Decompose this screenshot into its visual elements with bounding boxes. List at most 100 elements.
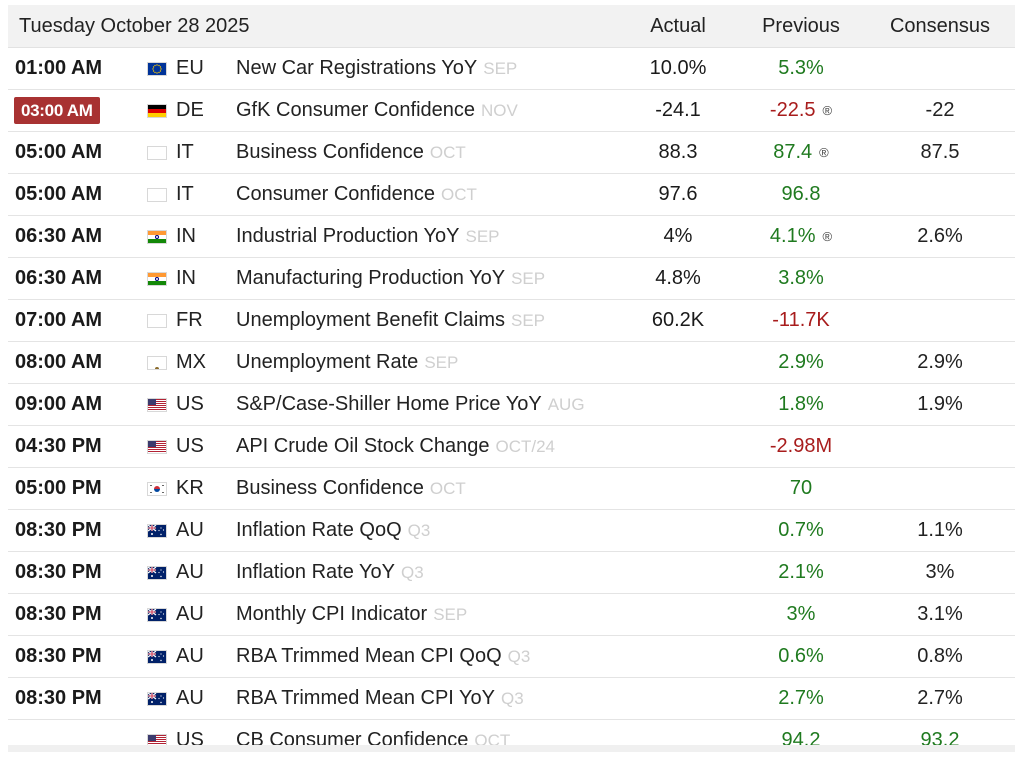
event-name-cell[interactable]: Unemployment Rate SEP: [236, 342, 458, 383]
actual-value: -24.1: [655, 99, 701, 121]
event-row[interactable]: 07:00 AM FR Unemployment Benefit Claims …: [8, 300, 1015, 342]
event-row[interactable]: 09:00 AM US S&P/Case-Shiller Home Price …: [8, 384, 1015, 426]
event-time: 08:00 AM: [15, 351, 103, 373]
event-row[interactable]: 05:00 AM IT Business Confidence OCT 88.3…: [8, 132, 1015, 174]
au-flag-icon: [147, 524, 167, 538]
event-country[interactable]: AU: [176, 561, 204, 583]
event-country[interactable]: AU: [176, 519, 204, 541]
event-row[interactable]: 05:00 AM IT Consumer Confidence OCT 97.6…: [8, 174, 1015, 216]
event-row[interactable]: 01:00 AM EU New Car Registrations YoY SE…: [8, 48, 1015, 90]
event-reference-period: SEP: [424, 352, 459, 372]
event-country[interactable]: AU: [176, 603, 204, 625]
event-name[interactable]: API Crude Oil Stock Change: [236, 435, 490, 457]
event-country[interactable]: DE: [176, 99, 204, 121]
consensus-value: 2.7%: [917, 687, 963, 709]
event-row[interactable]: 08:30 PM AU RBA Trimmed Mean CPI QoQ Q3 …: [8, 636, 1015, 678]
actual-column-header[interactable]: Actual: [650, 14, 706, 37]
event-name-cell[interactable]: Inflation Rate YoY Q3: [236, 552, 424, 593]
event-row[interactable]: 08:00 AM MX Unemployment Rate SEP 2.9% 2…: [8, 342, 1015, 384]
event-country[interactable]: MX: [176, 351, 206, 373]
event-country[interactable]: IN: [176, 267, 196, 289]
event-country[interactable]: US: [176, 435, 204, 457]
event-name[interactable]: GfK Consumer Confidence: [236, 99, 476, 121]
mx-flag-icon: [147, 356, 167, 370]
event-name[interactable]: S&P/Case-Shiller Home Price YoY: [236, 393, 542, 415]
event-name-cell[interactable]: CB Consumer Confidence OCT: [236, 720, 510, 761]
event-name-cell[interactable]: Manufacturing Production YoY SEP: [236, 258, 545, 299]
event-name-cell[interactable]: Inflation Rate QoQ Q3: [236, 510, 430, 551]
previous-value: 3%: [786, 603, 816, 625]
event-country[interactable]: KR: [176, 477, 204, 499]
previous-value-cell: 94.2: [731, 720, 871, 761]
actual-value: 97.6: [658, 183, 698, 205]
event-name[interactable]: Unemployment Rate: [236, 351, 419, 373]
event-country[interactable]: FR: [176, 309, 203, 331]
event-name[interactable]: Monthly CPI Indicator: [236, 603, 428, 625]
previous-value-cell: 1.8%: [731, 384, 871, 425]
event-country[interactable]: US: [176, 729, 204, 751]
consensus-column-header[interactable]: Consensus: [889, 14, 991, 37]
previous-value-cell: -11.7K: [731, 300, 871, 341]
event-name-cell[interactable]: New Car Registrations YoY SEP: [236, 48, 517, 89]
event-country[interactable]: IT: [176, 183, 194, 205]
event-name[interactable]: RBA Trimmed Mean CPI QoQ: [236, 645, 502, 667]
event-name-cell[interactable]: Business Confidence OCT: [236, 132, 466, 173]
event-name-cell[interactable]: Unemployment Benefit Claims SEP: [236, 300, 545, 341]
event-name[interactable]: RBA Trimmed Mean CPI YoY: [236, 687, 496, 709]
event-name-cell[interactable]: GfK Consumer Confidence NOV: [236, 90, 518, 131]
event-reference-period: SEP: [483, 58, 518, 78]
event-country[interactable]: IN: [176, 225, 196, 247]
actual-value: [608, 594, 748, 635]
event-country[interactable]: EU: [176, 57, 204, 79]
event-country[interactable]: AU: [176, 645, 204, 667]
calendar-header: Tuesday October 28 2025 Actual Previous …: [8, 5, 1015, 48]
actual-value: [608, 678, 748, 719]
event-name-cell[interactable]: Industrial Production YoY SEP: [236, 216, 500, 257]
actual-value: [608, 468, 748, 509]
actual-value: [608, 426, 748, 467]
event-country[interactable]: US: [176, 393, 204, 415]
event-row[interactable]: 08:30 PM AU Monthly CPI Indicator SEP 3%…: [8, 594, 1015, 636]
event-name[interactable]: Unemployment Benefit Claims: [236, 309, 505, 331]
event-row[interactable]: 08:30 PM AU RBA Trimmed Mean CPI YoY Q3 …: [8, 678, 1015, 720]
previous-value: 2.9%: [778, 351, 824, 373]
actual-value: 88.3: [658, 141, 698, 163]
event-name-cell[interactable]: Business Confidence OCT: [236, 468, 466, 509]
previous-value-cell: 2.9%: [731, 342, 871, 383]
event-country[interactable]: IT: [176, 141, 194, 163]
event-name[interactable]: Consumer Confidence: [236, 183, 435, 205]
calendar-date: Tuesday October 28 2025: [19, 14, 250, 37]
event-name-cell[interactable]: Monthly CPI Indicator SEP: [236, 594, 467, 635]
event-name-cell[interactable]: RBA Trimmed Mean CPI YoY Q3: [236, 678, 524, 719]
event-name[interactable]: Industrial Production YoY: [236, 225, 460, 247]
event-row[interactable]: 06:30 AM IN Manufacturing Production YoY…: [8, 258, 1015, 300]
event-name[interactable]: Business Confidence: [236, 141, 424, 163]
event-name-cell[interactable]: S&P/Case-Shiller Home Price YoY AUG: [236, 384, 585, 425]
event-name[interactable]: New Car Registrations YoY: [236, 57, 478, 79]
event-name[interactable]: Inflation Rate QoQ: [236, 519, 402, 541]
event-row[interactable]: 05:00 PM KR Business Confidence OCT 70: [8, 468, 1015, 510]
previous-column-header[interactable]: Previous: [762, 14, 840, 37]
event-row[interactable]: 03:00 AM DE GfK Consumer Confidence NOV …: [8, 90, 1015, 132]
event-name-cell[interactable]: RBA Trimmed Mean CPI QoQ Q3: [236, 636, 530, 677]
previous-value-cell: 2.7%: [731, 678, 871, 719]
eu-flag-icon: [147, 62, 167, 76]
event-row[interactable]: 08:30 PM AU Inflation Rate QoQ Q3 0.7% 1…: [8, 510, 1015, 552]
event-time: 05:00 PM: [15, 477, 102, 499]
event-country[interactable]: AU: [176, 687, 204, 709]
previous-value: 4.1%: [769, 225, 816, 247]
event-name[interactable]: Inflation Rate YoY: [236, 561, 396, 583]
event-name-cell[interactable]: Consumer Confidence OCT: [236, 174, 477, 215]
event-row[interactable]: 04:30 PM US API Crude Oil Stock Change O…: [8, 426, 1015, 468]
actual-value: [608, 720, 748, 761]
event-time: 03:00 AM: [14, 97, 100, 124]
event-row[interactable]: 08:30 PM AU Inflation Rate YoY Q3 2.1% 3…: [8, 552, 1015, 594]
event-name[interactable]: Business Confidence: [236, 477, 424, 499]
event-name-cell[interactable]: API Crude Oil Stock Change OCT/24: [236, 426, 555, 467]
event-name[interactable]: Manufacturing Production YoY: [236, 267, 506, 289]
event-row[interactable]: US CB Consumer Confidence OCT 94.2 93.2: [8, 720, 1015, 761]
event-row[interactable]: 06:30 AM IN Industrial Production YoY SE…: [8, 216, 1015, 258]
event-reference-period: SEP: [433, 604, 468, 624]
previous-value: -11.7K: [772, 309, 830, 331]
